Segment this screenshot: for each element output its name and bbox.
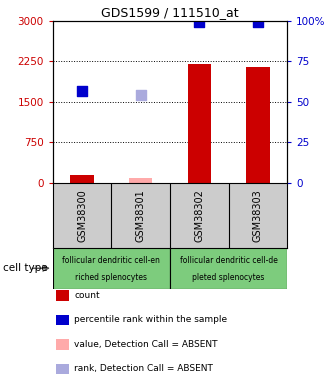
Bar — [246, 67, 270, 183]
Text: value, Detection Call = ABSENT: value, Detection Call = ABSENT — [74, 340, 218, 349]
Point — [138, 92, 143, 98]
Text: follicular dendritic cell-en: follicular dendritic cell-en — [62, 256, 160, 265]
Bar — [53, 248, 170, 288]
Text: rank, Detection Call = ABSENT: rank, Detection Call = ABSENT — [74, 364, 213, 374]
Bar — [70, 175, 94, 183]
Text: count: count — [74, 291, 100, 300]
Point — [80, 88, 85, 94]
Text: follicular dendritic cell-de: follicular dendritic cell-de — [180, 256, 278, 265]
Text: GSM38301: GSM38301 — [136, 189, 146, 242]
Text: GSM38302: GSM38302 — [194, 189, 204, 242]
Text: cell type: cell type — [3, 263, 48, 273]
Bar — [129, 178, 152, 183]
Text: percentile rank within the sample: percentile rank within the sample — [74, 315, 227, 324]
Text: pleted splenocytes: pleted splenocytes — [192, 273, 265, 282]
Bar — [170, 248, 287, 288]
Point — [255, 19, 260, 25]
Text: riched splenocytes: riched splenocytes — [75, 273, 148, 282]
Point — [197, 19, 202, 25]
Text: GSM38303: GSM38303 — [253, 189, 263, 242]
Title: GDS1599 / 111510_at: GDS1599 / 111510_at — [101, 6, 239, 20]
Text: GSM38300: GSM38300 — [77, 189, 87, 242]
Bar — [187, 64, 211, 183]
